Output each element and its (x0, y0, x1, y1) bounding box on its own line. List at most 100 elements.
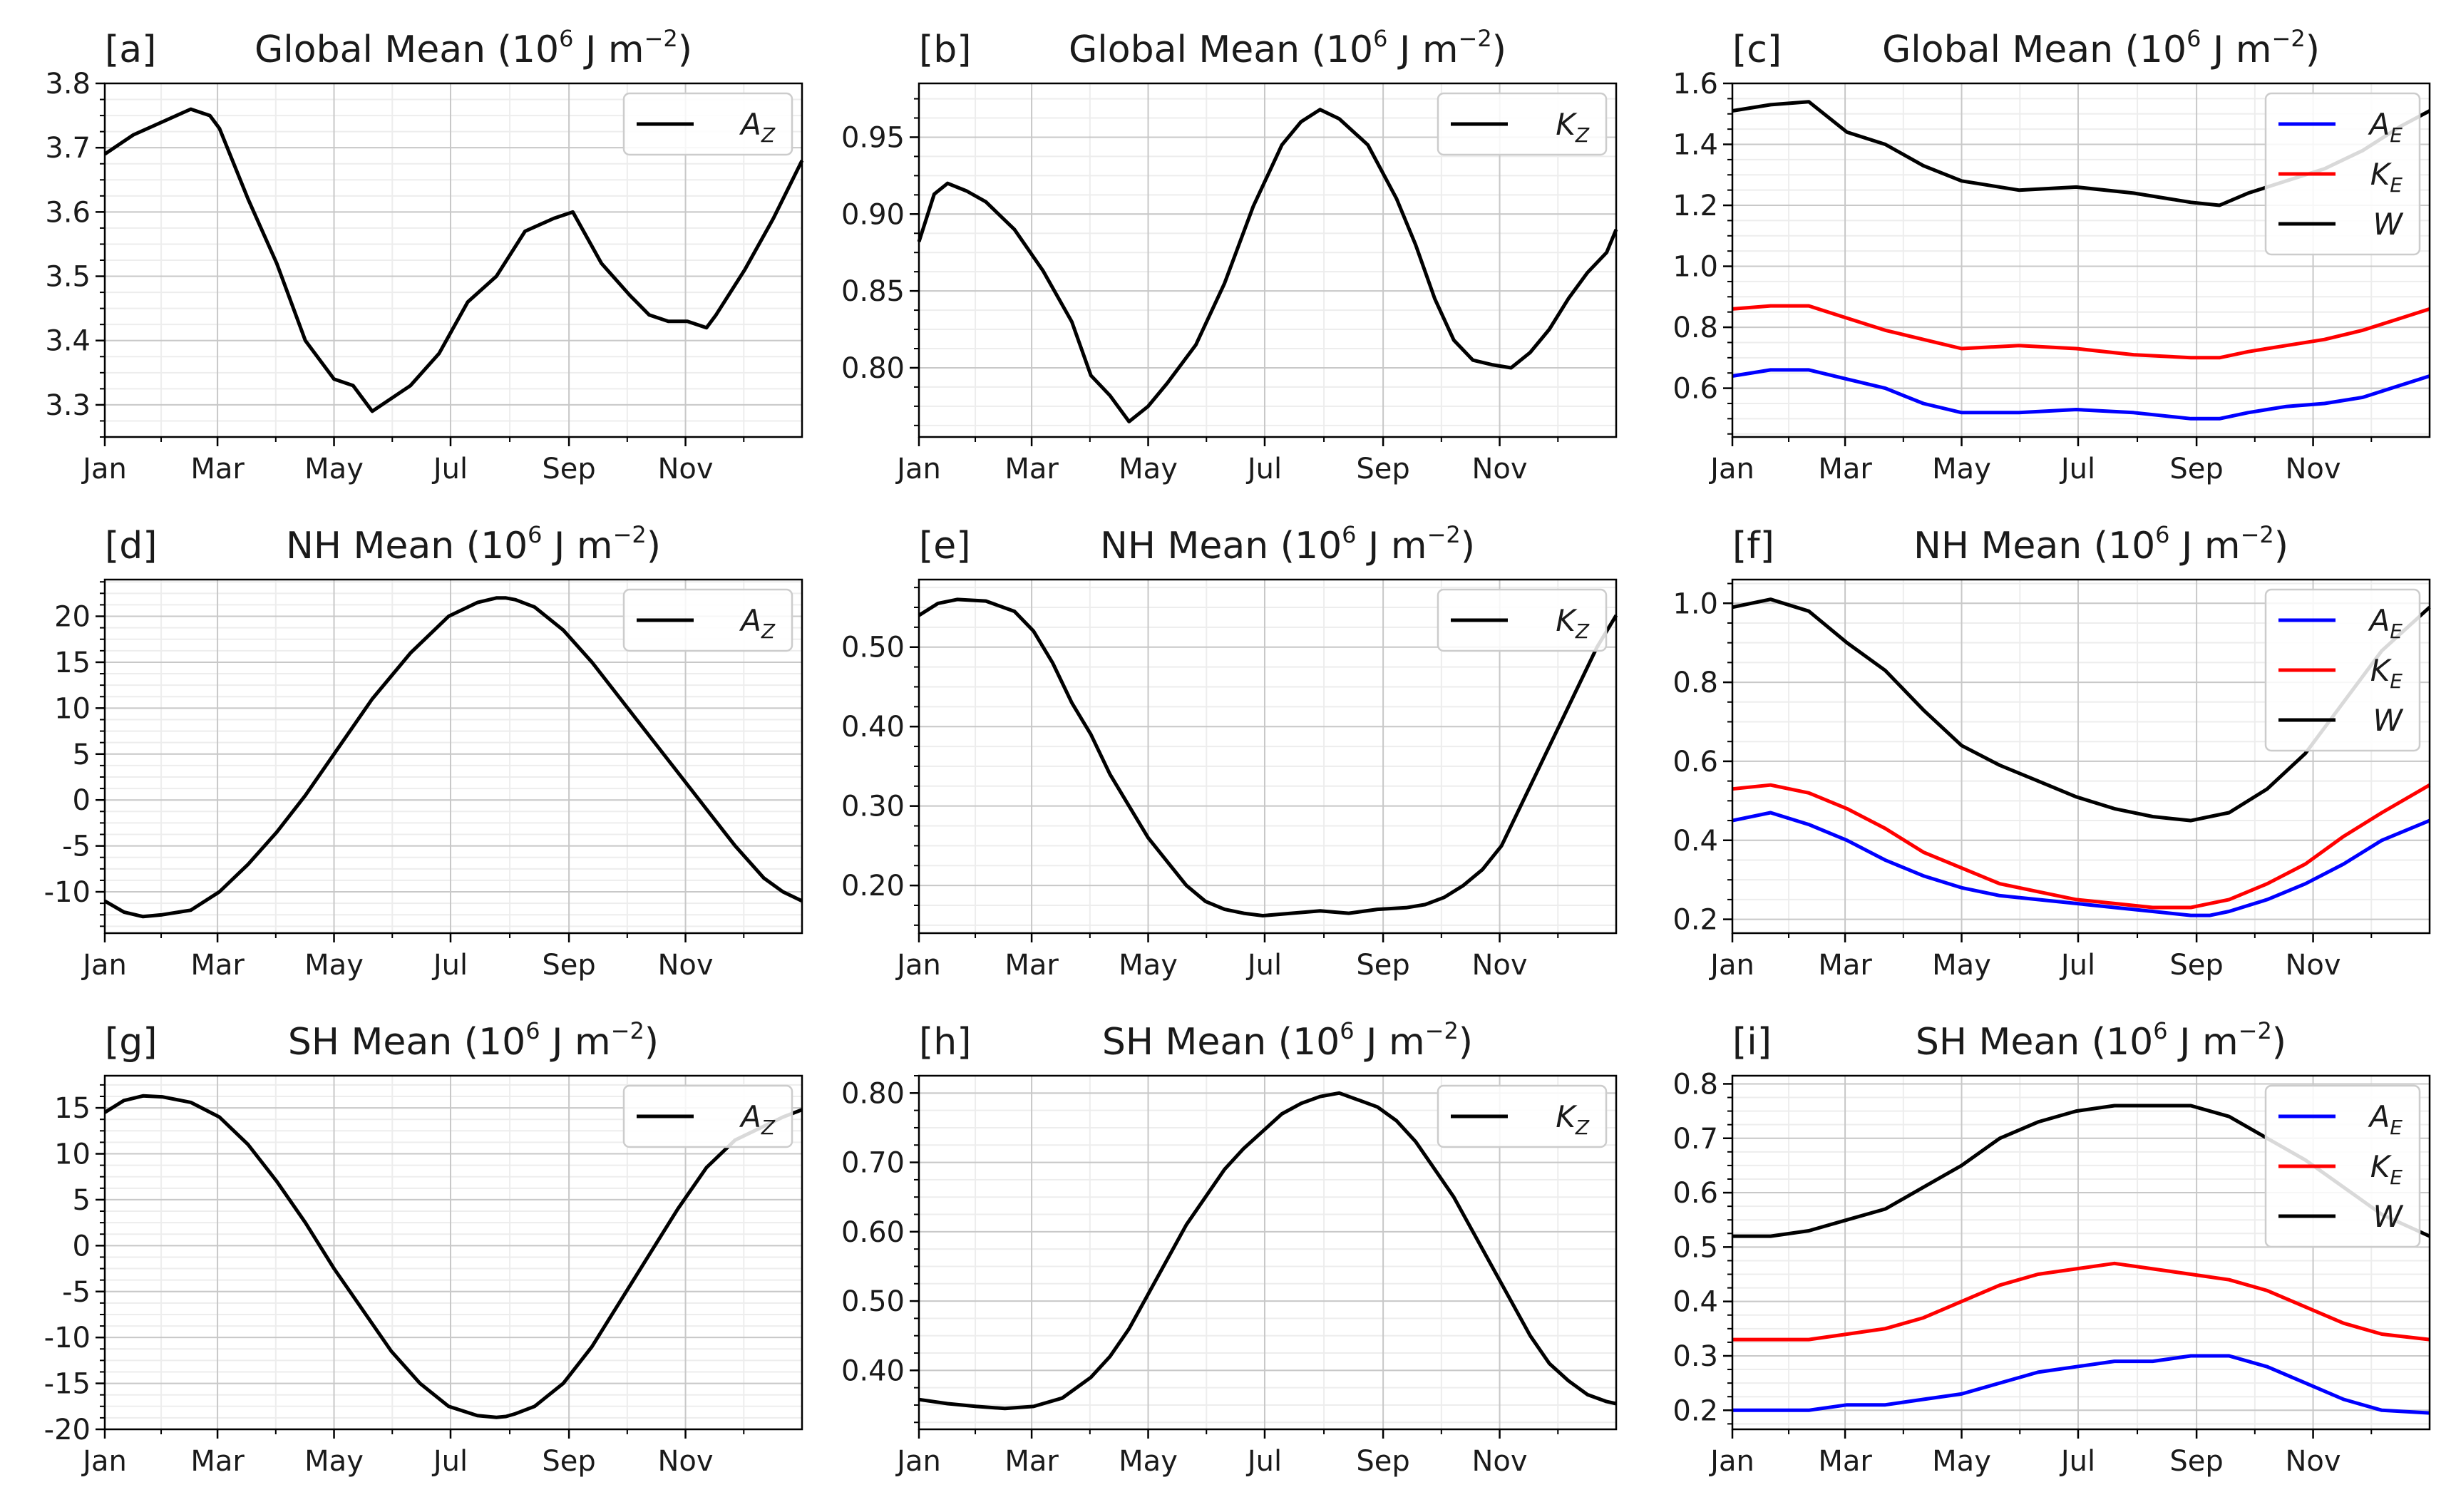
title-unit: J m (543, 525, 613, 567)
legend-frame (622, 588, 793, 652)
y-tick-label: 0.50 (841, 1285, 905, 1318)
y-tick-label: 5 (73, 1184, 91, 1217)
axes-frame (918, 578, 1618, 935)
y-tick-label: 0.8 (1672, 1068, 1718, 1101)
title-unit: J m (2201, 29, 2271, 71)
y-tick-label: 10 (54, 1138, 91, 1171)
legend-frame (1437, 92, 1608, 156)
legend-subscript: E (2390, 1166, 2403, 1189)
x-tick-label: Jul (2059, 1445, 2095, 1478)
legend-name: K (1556, 1099, 1578, 1134)
title-text: NH Mean (10 (1913, 525, 2155, 567)
y-tick-label: 0.4 (1672, 825, 1718, 858)
y-tick-label: -5 (62, 1276, 91, 1309)
x-tick-label: Mar (1004, 1445, 1059, 1478)
legend-name: W (2373, 1199, 2403, 1234)
title-text: ) (644, 1021, 659, 1064)
y-tick-label: 0.40 (841, 711, 905, 744)
legend: KZ (1437, 1084, 1608, 1148)
title-superscript: −2 (1425, 1017, 1459, 1044)
x-tick-label: Jan (895, 949, 941, 982)
y-tick-label: 1.2 (1672, 190, 1718, 222)
x-tick-label: Sep (542, 1445, 595, 1478)
legend-name: K (2370, 653, 2393, 688)
legend-name: A (739, 1099, 761, 1134)
x-tick-label: Sep (2169, 1445, 2223, 1478)
legend-entry: AE (2368, 603, 2403, 643)
title-superscript: 6 (525, 1017, 540, 1044)
title-superscript: 6 (2187, 25, 2201, 52)
y-tick-label: 3.6 (45, 196, 91, 229)
x-tick-label: Jan (81, 949, 127, 982)
x-tick-label: Nov (1472, 1445, 1528, 1478)
x-tick-label: Jan (1708, 949, 1754, 982)
legend: AE KE W (2264, 588, 2421, 752)
title-superscript: −2 (611, 1017, 644, 1044)
title-superscript: 6 (1342, 521, 1356, 548)
x-tick-label: Jan (81, 1445, 127, 1478)
legend-entry: KE (2370, 653, 2403, 693)
legend: KZ (1437, 92, 1608, 156)
y-tick-label: 3.8 (45, 68, 91, 101)
title-unit: J m (2170, 525, 2241, 567)
legend-entry: AZ (739, 107, 776, 147)
title-unit: J m (1387, 29, 1458, 71)
x-tick-label: Mar (1818, 453, 1872, 485)
x-tick-label: Mar (1004, 453, 1059, 485)
y-tick-label: 1.0 (1672, 587, 1718, 620)
axes-frame (103, 578, 803, 935)
y-tick-label: 5 (73, 739, 91, 771)
y-tick-label: 0.80 (841, 1077, 905, 1110)
y-tick-label: 0.50 (841, 632, 905, 664)
y-tick-label: -15 (44, 1368, 91, 1401)
axes-frame (918, 82, 1618, 438)
y-tick-label: 1.0 (1672, 251, 1718, 284)
x-tick-label: Jan (895, 1445, 941, 1478)
legend-name: A (2368, 603, 2390, 638)
legend-subscript: Z (761, 619, 776, 643)
legend-entry: W (2373, 207, 2403, 242)
axes-frame (1731, 1074, 2431, 1431)
x-tick-label: Sep (1356, 949, 1409, 982)
y-tick-label: 0.20 (841, 870, 905, 902)
y-tick-label: 0.2 (1672, 1394, 1718, 1427)
title-superscript: −2 (2272, 25, 2306, 52)
legend-entry: KE (2370, 157, 2403, 197)
title-superscript: −2 (644, 25, 678, 52)
x-tick-label: Jan (1708, 1445, 1754, 1478)
axes-frame (103, 1074, 803, 1431)
legend-entry: AE (2368, 107, 2403, 147)
x-tick-label: Mar (190, 1445, 245, 1478)
x-tick-label: Jul (431, 1445, 468, 1478)
legend-frame (622, 1084, 793, 1148)
title-superscript: −2 (1459, 25, 1492, 52)
panel-label: [e] (919, 525, 971, 567)
y-tick-label: -5 (62, 830, 91, 863)
title-unit: J m (573, 29, 644, 71)
series-line-2 (1732, 783, 2431, 910)
x-tick-label: May (1119, 1445, 1178, 1478)
x-tick-label: Nov (2286, 453, 2341, 485)
y-tick-label: 3.4 (45, 325, 91, 358)
chart-panel-7: Jan Mar May Jul Sep Nov -20 -15 -10 -5 0 5 10 15 [g] SH… (44, 1017, 803, 1478)
x-tick-label: Jul (431, 453, 468, 485)
y-tick-label: 0.30 (841, 791, 905, 823)
y-tick-label: 0.3 (1672, 1340, 1718, 1373)
x-tick-label: Nov (2286, 1445, 2341, 1478)
panel-title: Global Mean (106 J m−2) (255, 25, 692, 71)
x-tick-label: May (1119, 453, 1178, 485)
axes-frame (918, 1074, 1618, 1431)
legend-subscript: E (2390, 123, 2403, 147)
title-text: ) (1461, 525, 1475, 567)
series-line-1 (918, 1091, 1617, 1411)
legend: AZ (622, 1084, 793, 1148)
series-line-1 (1732, 1354, 2430, 1415)
legend-name: K (2370, 157, 2393, 192)
y-tick-label: 0.95 (841, 121, 905, 154)
legend-entry: W (2373, 703, 2403, 738)
title-text: Global Mean (10 (255, 29, 559, 71)
x-tick-label: Sep (2169, 453, 2223, 485)
legend-name: A (2368, 1099, 2390, 1134)
title-text: ) (2272, 1021, 2286, 1064)
legend-subscript: Z (761, 1116, 776, 1139)
